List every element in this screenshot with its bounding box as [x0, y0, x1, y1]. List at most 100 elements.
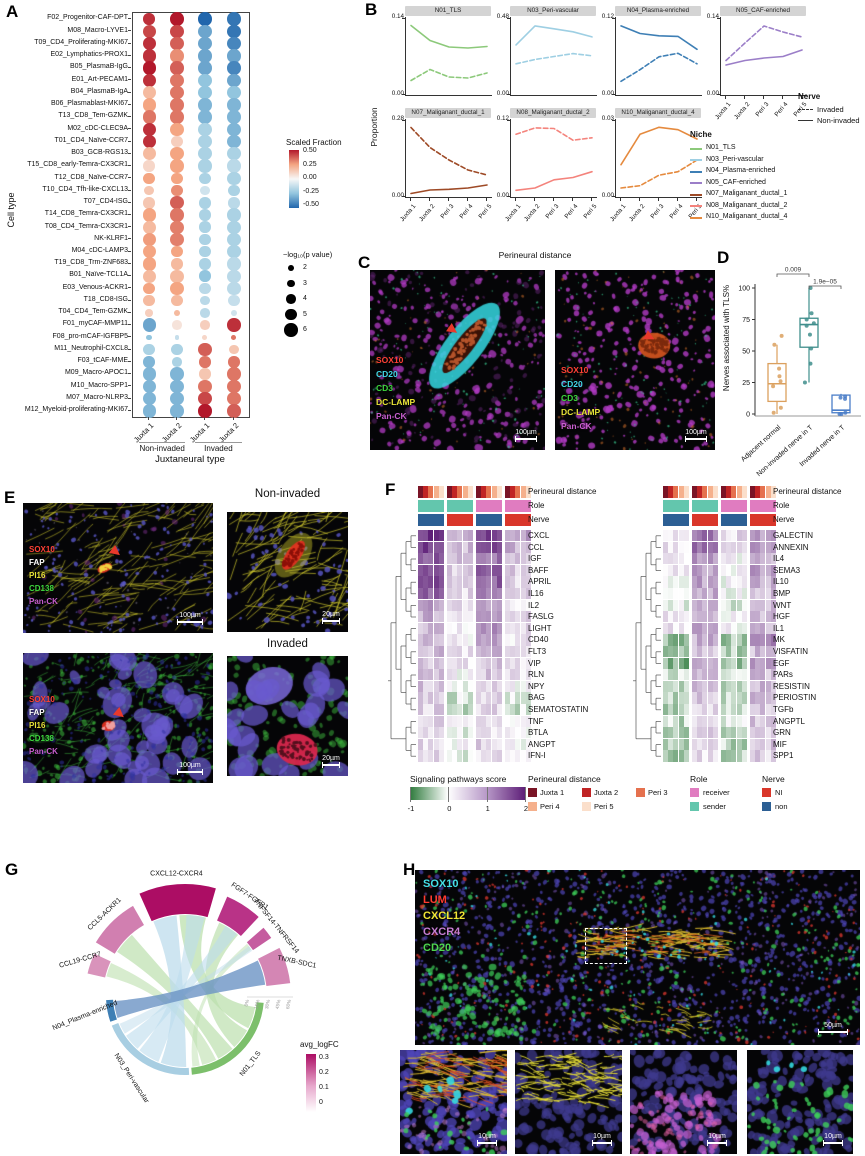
- y-tick: [128, 128, 131, 130]
- scale-line: [685, 438, 707, 440]
- heatmap-cell: [515, 738, 521, 750]
- heatmap-cell: [760, 553, 766, 565]
- dotplot-dot: [170, 379, 184, 394]
- heatmap-cell: [520, 680, 526, 692]
- line-non-invaded: [725, 49, 803, 66]
- annotation-nerve-cell: [418, 514, 444, 526]
- heatmap-cell: [525, 622, 531, 634]
- niche-legend-label: N03_Peri-vascular: [706, 155, 764, 163]
- niche-arc-N04_Plasma-enriched: [106, 999, 117, 1022]
- heatmap-cell: [525, 692, 531, 704]
- dotplot-dot: [142, 318, 156, 332]
- dotplot-dot: [142, 367, 156, 381]
- heatmap-cell: [438, 646, 444, 658]
- annotation-perineural-cell: [673, 486, 679, 498]
- y-tick: [128, 250, 131, 252]
- dotplot-dot: [171, 294, 183, 307]
- heatmap-cell: [418, 553, 423, 565]
- heatmap-cell: [467, 727, 473, 739]
- heatmap-cell: [712, 530, 718, 542]
- pathway-label: IL10: [773, 577, 789, 587]
- heatmap-cell: [428, 634, 434, 646]
- heatmap-cell: [683, 657, 689, 669]
- heatmap-cell: [770, 541, 776, 553]
- heatmap-cell: [702, 576, 708, 588]
- annotation-role-cell: [663, 500, 689, 512]
- heatmap-cell: [663, 680, 668, 692]
- heatmap-cell: [515, 692, 521, 704]
- heatmap-cell: [515, 646, 521, 658]
- heatmap-cell: [481, 541, 487, 553]
- panel-g: G CXCL12-CXCR4 FGF7-FGFR1 TNFSF14-TNFRSF14…: [0, 828, 400, 1156]
- heatmap-cell: [726, 611, 732, 623]
- heatmap-cell: [663, 727, 668, 739]
- dotplot-dot: [199, 221, 211, 233]
- heatmap-cell: [467, 680, 473, 692]
- heatmap-cell: [673, 622, 679, 634]
- heatmap-cell: [510, 611, 516, 623]
- y-tick: [128, 165, 131, 167]
- heatmap-cell: [707, 692, 713, 704]
- heatmap-cell: [520, 588, 526, 600]
- heatmap-cell: [428, 622, 434, 634]
- chord-ribbon: [139, 915, 205, 1062]
- dotplot-dot: [171, 135, 183, 148]
- heatmap-cell: [697, 738, 703, 750]
- dotplot-dot: [227, 257, 241, 271]
- heatmap-cell: [731, 611, 737, 623]
- heatmap-cell: [481, 564, 487, 576]
- heatmap-cell: [428, 680, 434, 692]
- heatmap-cell: [741, 541, 747, 553]
- heatmap-cell: [438, 634, 444, 646]
- heatmap-cell: [697, 750, 703, 762]
- scale-end: [202, 769, 203, 775]
- heatmap-cell: [496, 738, 502, 750]
- heatmap-cell: [447, 622, 452, 634]
- heatmap-cell: [683, 530, 689, 542]
- heatmap-cell: [525, 576, 531, 588]
- dotplot-dot: [170, 196, 184, 210]
- dotplot-dot: [143, 356, 155, 368]
- heatmap-cell: [741, 553, 747, 565]
- heatmap-cell: [467, 634, 473, 646]
- heatmap-cell: [712, 622, 718, 634]
- heatmap-cell: [673, 715, 679, 727]
- scale-bar-line: [592, 1140, 612, 1146]
- heatmap-cell: [668, 704, 674, 716]
- cell-type-label: T18_CD8-ISG: [83, 295, 128, 303]
- microscopy-image-nerve-tls: SOX10 CD20 CD3 DC-LAMP Pan-CK 100µm: [370, 270, 545, 450]
- heatmap-cell: [491, 553, 497, 565]
- heatmap-cell: [496, 715, 502, 727]
- heatmap-cell: [433, 738, 439, 750]
- heatmap-cell: [510, 750, 516, 762]
- heatmap-cell: [678, 541, 684, 553]
- heatmap-cell: [496, 553, 502, 565]
- score-tick-mark: [486, 787, 488, 802]
- scaled-fraction-tick: 0.25: [303, 160, 317, 168]
- annotation-label: Perineural distance: [773, 487, 842, 496]
- heatmap-cell: [702, 553, 708, 565]
- heatmap-cell: [491, 576, 497, 588]
- heatmap-cell: [678, 727, 684, 739]
- heatmap-cell: [673, 530, 679, 542]
- heatmap-cell: [765, 564, 771, 576]
- heatmap-cell: [770, 715, 776, 727]
- x-tick: [782, 96, 783, 99]
- heatmap-cell: [515, 599, 521, 611]
- pathway-label: FASLG: [528, 612, 554, 622]
- heatmap-cell: [481, 634, 487, 646]
- heatmap-cell: [515, 541, 521, 553]
- y-tick: [128, 360, 131, 362]
- heatmap-cell: [467, 657, 473, 669]
- heatmap-cell: [476, 657, 481, 669]
- heatmap-cell: [452, 576, 458, 588]
- dotplot-dot: [199, 270, 211, 282]
- heatmap-cell: [726, 750, 732, 762]
- heatmap-cell: [731, 576, 737, 588]
- dotplot-dot: [228, 356, 240, 368]
- heatmap-cell: [712, 680, 718, 692]
- heatmap-cell: [418, 750, 423, 762]
- heatmap-cell: [491, 738, 497, 750]
- heatmap-cell: [457, 541, 463, 553]
- heatmap-cell: [741, 622, 747, 634]
